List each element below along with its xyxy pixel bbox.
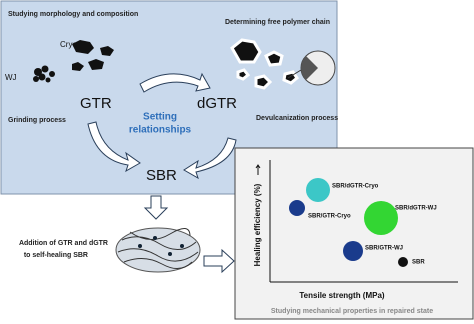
addition-line1: Addition of GTR and dGTR (19, 240, 108, 247)
cryo-label: Cryo (60, 40, 77, 49)
bubble-label: SBR/GTR-Cryo (308, 214, 351, 220)
bubble (364, 201, 398, 235)
sbr-label: SBR (146, 167, 177, 184)
chart-panel (234, 147, 474, 320)
chart-caption: Studying mechanical properties in repair… (271, 308, 433, 315)
bubble (343, 241, 363, 261)
arrow (183, 137, 237, 180)
relationship-line1: Setting (143, 112, 177, 123)
bubble (289, 200, 305, 216)
bubble-label: SBR (412, 260, 425, 266)
grinding-label: Grinding process (8, 117, 66, 124)
bubble-label: SBR/dGTR-WJ (395, 206, 437, 212)
x-axis-label: Tensile strength (MPa) (299, 291, 385, 300)
y-axis-label: Healing efficiency (%) (253, 183, 262, 266)
heading-right: Determining free polymer chain (225, 19, 330, 26)
arrow (139, 72, 211, 93)
gtr-label: GTR (80, 95, 112, 112)
dgtr-label: dGTR (197, 95, 237, 112)
addition-line2: to self-healing SBR (24, 252, 88, 259)
devulcanization-label: Devulcanization process (256, 115, 338, 122)
heading-left: Studying morphology and composition (8, 11, 138, 18)
bubble-label: SBR/dGTR-Cryo (332, 184, 379, 190)
particles (33, 40, 114, 83)
arrow (203, 248, 235, 274)
devulcanized-particles (230, 38, 336, 90)
bubble (398, 257, 408, 267)
sample (115, 227, 201, 273)
arrow (87, 121, 141, 173)
bubble (306, 178, 330, 202)
y-arrow (255, 164, 261, 175)
bubble-label: SBR/GTR-WJ (365, 246, 403, 252)
arrow (143, 195, 169, 220)
wj-label: WJ (5, 73, 17, 82)
relationship-line2: relationships (129, 125, 192, 136)
